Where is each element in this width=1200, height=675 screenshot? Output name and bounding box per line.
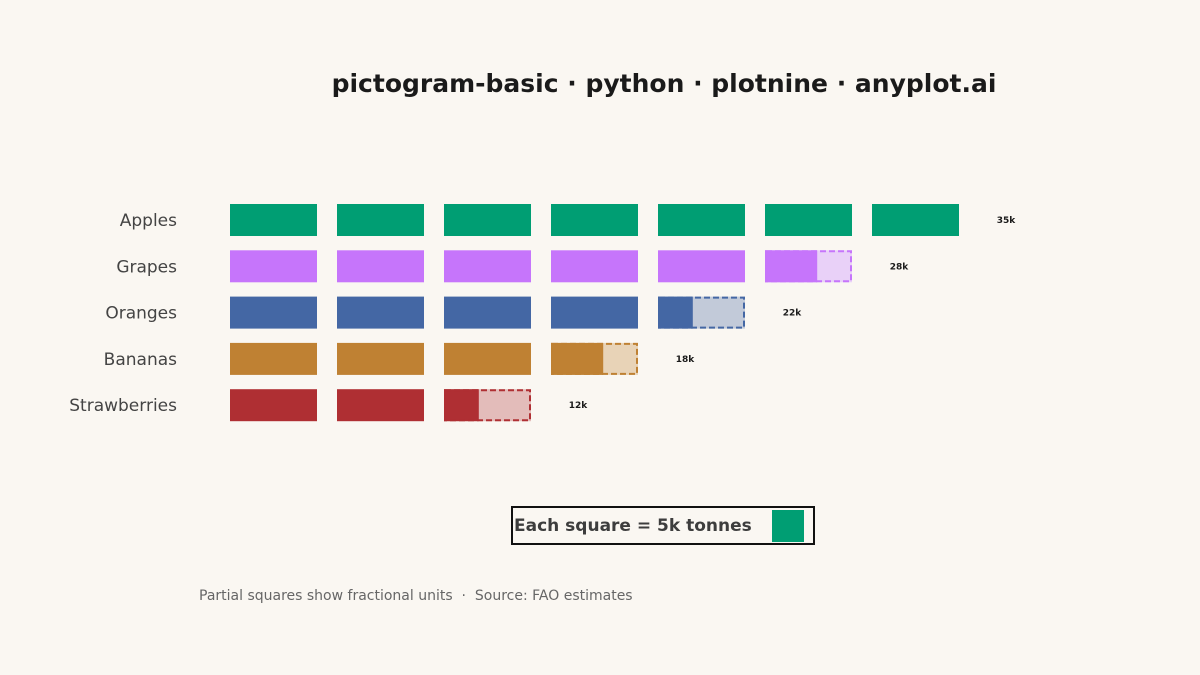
row-strawberries: Strawberries 12k	[69, 389, 589, 422]
unit-square	[872, 204, 959, 236]
category-label: Bananas	[104, 350, 177, 370]
row-apples: Apples 35k	[120, 204, 1017, 236]
unit-square	[658, 204, 745, 236]
unit-square	[444, 296, 531, 329]
unit-square	[444, 204, 531, 236]
unit-square	[230, 250, 317, 283]
unit-square	[337, 389, 424, 422]
partial-square-fill	[658, 296, 693, 329]
legend-swatch	[772, 510, 804, 542]
partial-square-fill	[765, 250, 818, 283]
caption: Partial squares show fractional units · …	[199, 588, 633, 604]
unit-square	[230, 204, 317, 236]
unit-square	[337, 250, 424, 283]
unit-square	[551, 250, 638, 283]
unit-square	[765, 204, 852, 236]
category-label: Grapes	[116, 257, 177, 277]
unit-square	[337, 296, 424, 329]
partial-square-outline	[765, 250, 852, 283]
partial-square-outline	[551, 342, 638, 375]
partial-square-outline	[658, 296, 745, 329]
chart-rows: Apples 35k Grapes 28k Oranges 22k Bananas 18k St…	[69, 204, 1017, 422]
legend-box	[511, 506, 815, 545]
partial-square-outline	[444, 389, 531, 422]
category-label: Apples	[120, 211, 177, 231]
chart-title: pictogram-basic · python · plotnine · an…	[332, 69, 997, 98]
legend: Each square = 5k tonnes	[511, 506, 815, 545]
row-bananas: Bananas 18k	[104, 342, 696, 375]
unit-square	[230, 296, 317, 329]
legend-label: Each square = 5k tonnes	[514, 516, 752, 536]
category-label: Oranges	[105, 304, 177, 324]
unit-square	[337, 342, 424, 375]
category-label: Strawberries	[69, 396, 177, 416]
value-label: 22k	[783, 309, 803, 319]
unit-square	[230, 389, 317, 422]
value-label: 12k	[569, 401, 589, 411]
unit-square	[658, 250, 745, 283]
row-oranges: Oranges 22k	[105, 296, 803, 329]
partial-square-fill	[444, 389, 479, 422]
partial-square-fill	[551, 342, 604, 375]
value-label: 18k	[676, 355, 696, 365]
unit-square	[444, 250, 531, 283]
value-label: 35k	[997, 216, 1017, 226]
unit-square	[551, 296, 638, 329]
unit-square	[444, 342, 531, 375]
value-label: 28k	[890, 262, 910, 272]
unit-square	[551, 204, 638, 236]
unit-square	[230, 342, 317, 375]
unit-square	[337, 204, 424, 236]
row-grapes: Grapes 28k	[116, 250, 910, 283]
